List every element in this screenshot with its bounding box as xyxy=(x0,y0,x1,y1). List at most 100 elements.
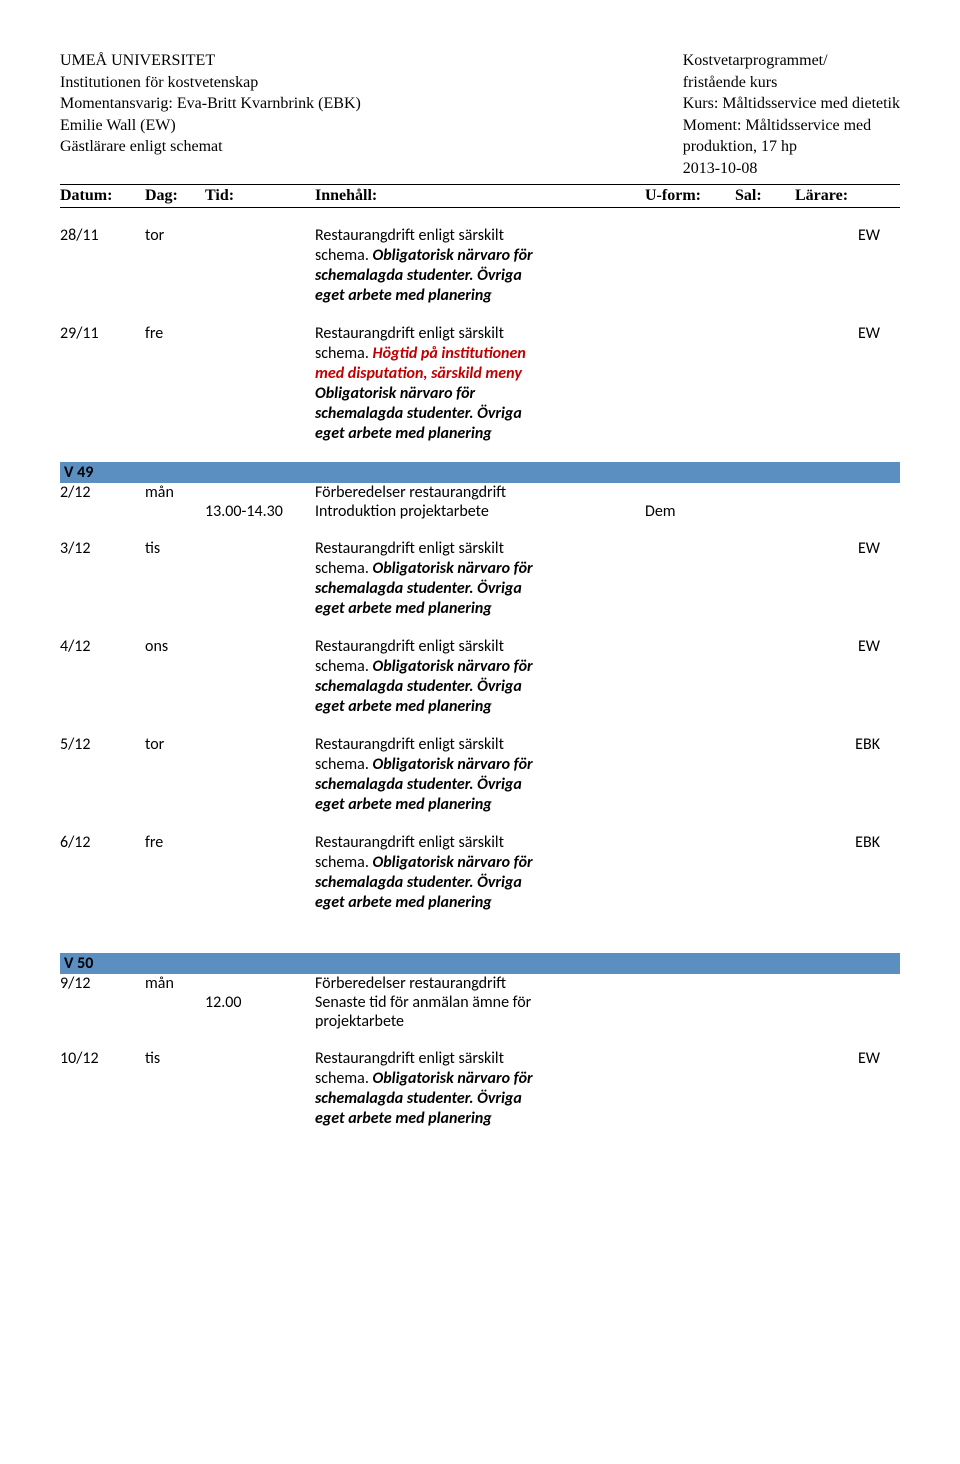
cell-larare: EW xyxy=(795,637,900,656)
cell-content: Restaurangdrift enligt särskilt schema. … xyxy=(315,1049,645,1129)
content-line-bold: schemalagda studenter. Övriga xyxy=(315,775,522,794)
content-line-bold: eget arbete med planering xyxy=(315,599,492,618)
cell-larare: EBK xyxy=(795,735,900,754)
content-line: schema. xyxy=(315,344,373,363)
schedule-row: 3/12 tis Restaurangdrift enligt särskilt… xyxy=(60,539,900,619)
content-line: schema. xyxy=(315,559,373,578)
cell-larare: EW xyxy=(795,226,900,245)
content-line-bold: schemalagda studenter. Övriga xyxy=(315,1089,522,1108)
header-left-line: Institutionen för kostvetenskap xyxy=(60,72,361,94)
content-line: schema. xyxy=(315,657,373,676)
content-line: Förberedelser restaurangdrift xyxy=(315,974,645,993)
content-line: Restaurangdrift enligt särskilt xyxy=(315,735,504,754)
content-line-bold: eget arbete med planering xyxy=(315,893,492,912)
content-line-bold: Obligatorisk närvaro för xyxy=(373,853,533,872)
content-line-bold: eget arbete med planering xyxy=(315,795,492,814)
cell-datum: 10/12 xyxy=(60,1049,145,1068)
content-line: schema. xyxy=(315,853,373,872)
column-headers: Datum: Dag: Tid: Innehåll: U-form: Sal: … xyxy=(60,185,900,208)
cell-tid xyxy=(205,974,315,993)
schedule-row: 28/11 tor Restaurangdrift enligt särskil… xyxy=(60,226,900,306)
content-line-bold: schemalagda studenter. Övriga xyxy=(315,873,522,892)
cell-dag: mån xyxy=(145,483,205,502)
content-line-bold: eget arbete med planering xyxy=(315,424,492,443)
content-line-red: med disputation, särskild meny xyxy=(315,364,522,383)
schedule-row: 10/12 tis Restaurangdrift enligt särskil… xyxy=(60,1049,900,1129)
schedule-row: 6/12 fre Restaurangdrift enligt särskilt… xyxy=(60,833,900,913)
cell-datum: 9/12 xyxy=(60,974,145,993)
col-uform: U-form: xyxy=(645,187,735,205)
cell-uform: Dem xyxy=(645,502,735,521)
schedule-row: 9/12 mån Förberedelser restaurangdrift 1… xyxy=(60,974,900,1031)
cell-content: Restaurangdrift enligt särskilt schema. … xyxy=(315,226,645,306)
header-right: Kostvetarprogrammet/ fristående kurs Kur… xyxy=(683,50,900,180)
header-right-line: Moment: Måltidsservice med xyxy=(683,115,900,137)
header-right-line: 2013-10-08 xyxy=(683,158,900,180)
content-line-bold: Obligatorisk närvaro för xyxy=(373,246,533,265)
content-line: Restaurangdrift enligt särskilt xyxy=(315,1049,504,1068)
content-line: Restaurangdrift enligt särskilt xyxy=(315,637,504,656)
cell-content: Restaurangdrift enligt särskilt schema. … xyxy=(315,324,645,444)
cell-datum: 4/12 xyxy=(60,637,145,656)
col-larare: Lärare: xyxy=(795,187,880,205)
schedule-row: 29/11 fre Restaurangdrift enligt särskil… xyxy=(60,324,900,444)
content-line-bold: Obligatorisk närvaro för xyxy=(373,755,533,774)
cell-datum: 2/12 xyxy=(60,483,145,502)
content-line: Restaurangdrift enligt särskilt xyxy=(315,539,504,558)
cell-larare: EBK xyxy=(795,833,900,852)
content-line-bold: eget arbete med planering xyxy=(315,697,492,716)
header-left-line: Gästlärare enligt schemat xyxy=(60,136,361,158)
schedule-row: 2/12 mån Förberedelser restaurangdrift 1… xyxy=(60,483,900,521)
content-line-bold: eget arbete med planering xyxy=(315,1109,492,1128)
cell-tid xyxy=(205,483,315,502)
header-right-line: Kurs: Måltidsservice med dietetik xyxy=(683,93,900,115)
content-line: schema. xyxy=(315,1069,373,1088)
schedule-row: 4/12 ons Restaurangdrift enligt särskilt… xyxy=(60,637,900,717)
content-line-bold: Obligatorisk närvaro för xyxy=(373,1069,533,1088)
content-line-bold: schemalagda studenter. Övriga xyxy=(315,579,522,598)
col-innehall: Innehåll: xyxy=(315,187,645,205)
cell-datum: 5/12 xyxy=(60,735,145,754)
cell-dag: ons xyxy=(145,637,205,656)
cell-content: Restaurangdrift enligt särskilt schema. … xyxy=(315,735,645,815)
header-left-line: Emilie Wall (EW) xyxy=(60,115,361,137)
content-line: Restaurangdrift enligt särskilt xyxy=(315,833,504,852)
cell-datum: 3/12 xyxy=(60,539,145,558)
cell-dag: tor xyxy=(145,226,205,245)
content-line-red: Högtid på institutionen xyxy=(373,344,526,363)
cell-dag: tis xyxy=(145,1049,205,1068)
header-right-line: Kostvetarprogrammet/ xyxy=(683,50,900,72)
cell-dag: fre xyxy=(145,833,205,852)
content-line-bold: Obligatorisk närvaro för xyxy=(373,657,533,676)
schedule-body: 28/11 tor Restaurangdrift enligt särskil… xyxy=(60,226,900,1129)
header-right-line: produktion, 17 hp xyxy=(683,136,900,158)
content-line: projektarbete xyxy=(315,1012,645,1031)
col-tid: Tid: xyxy=(205,187,315,205)
cell-larare: EW xyxy=(795,324,900,343)
week-bar: V 50 xyxy=(60,953,900,974)
col-datum: Datum: xyxy=(60,187,145,205)
cell-content: Restaurangdrift enligt särskilt schema. … xyxy=(315,833,645,913)
cell-datum: 6/12 xyxy=(60,833,145,852)
cell-tid: 12.00 xyxy=(205,993,315,1012)
cell-tid: 13.00-14.30 xyxy=(205,502,315,521)
cell-dag: fre xyxy=(145,324,205,343)
content-line-bold: schemalagda studenter. Övriga xyxy=(315,266,522,285)
content-line: Restaurangdrift enligt särskilt xyxy=(315,324,504,343)
cell-tid xyxy=(205,1012,315,1031)
content-line: schema. xyxy=(315,246,373,265)
cell-content: Restaurangdrift enligt särskilt schema. … xyxy=(315,637,645,717)
cell-datum: 28/11 xyxy=(60,226,145,245)
col-dag: Dag: xyxy=(145,187,205,205)
cell-datum: 29/11 xyxy=(60,324,145,343)
content-line: Förberedelser restaurangdrift xyxy=(315,483,645,502)
cell-dag: tis xyxy=(145,539,205,558)
content-line-bold: eget arbete med planering xyxy=(315,286,492,305)
content-line: Senaste tid för anmälan ämne för xyxy=(315,993,645,1012)
cell-uform xyxy=(645,483,735,502)
cell-content: Restaurangdrift enligt särskilt schema. … xyxy=(315,539,645,619)
content-line: Introduktion projektarbete xyxy=(315,502,645,521)
content-line-bold: schemalagda studenter. Övriga xyxy=(315,404,522,423)
schedule-row: 5/12 tor Restaurangdrift enligt särskilt… xyxy=(60,735,900,815)
header-right-line: fristående kurs xyxy=(683,72,900,94)
